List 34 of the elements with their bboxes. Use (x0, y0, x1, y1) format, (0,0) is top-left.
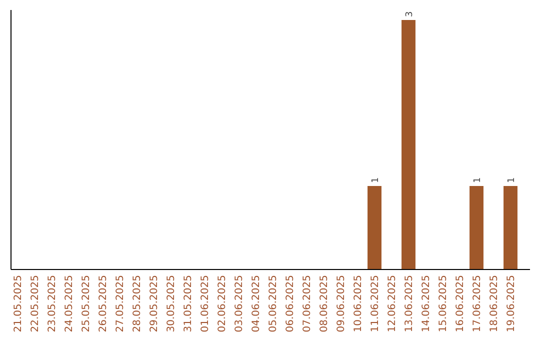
x-tick-label: 12.06.2025 (387, 275, 398, 332)
x-tick-label: 29.05.2025 (149, 275, 160, 332)
x-tick-label: 18.06.2025 (489, 275, 500, 332)
x-tick-label: 22.05.2025 (30, 275, 41, 332)
x-tick-label: 23.05.2025 (47, 275, 58, 332)
x-tick-label: 16.06.2025 (455, 275, 466, 332)
x-tick-label: 31.05.2025 (183, 275, 194, 332)
x-tick-label: 13.06.2025 (404, 275, 415, 332)
x-tick-label: 09.06.2025 (336, 275, 347, 332)
x-tick-label: 01.06.2025 (200, 275, 211, 332)
x-tick-label: 25.05.2025 (81, 275, 92, 332)
x-tick-label: 26.05.2025 (98, 275, 109, 332)
data-label: 1 (507, 177, 517, 183)
x-tick-label: 28.05.2025 (132, 275, 143, 332)
x-tick-label: 30.05.2025 (166, 275, 177, 332)
x-tick-label: 10.06.2025 (353, 275, 364, 332)
x-tick-label: 07.06.2025 (302, 275, 313, 332)
data-label: 1 (473, 177, 483, 183)
x-tick-label: 15.06.2025 (438, 275, 449, 332)
x-tick-label: 06.06.2025 (285, 275, 296, 332)
data-label: 1 (371, 177, 381, 183)
data-label: 3 (405, 11, 415, 17)
x-tick-label: 24.05.2025 (64, 275, 75, 332)
x-tick-label: 19.06.2025 (506, 275, 517, 332)
x-tick-label: 04.06.2025 (251, 275, 262, 332)
x-tick-label: 11.06.2025 (370, 275, 381, 332)
x-tick-label: 02.06.2025 (217, 275, 228, 332)
x-tick-label: 03.06.2025 (234, 275, 245, 332)
x-tick-label: 17.06.2025 (472, 275, 483, 332)
x-tick-label: 14.06.2025 (421, 275, 432, 332)
x-tick-label: 08.06.2025 (319, 275, 330, 332)
x-tick-label: 05.06.2025 (268, 275, 279, 332)
x-tick-label: 21.05.2025 (13, 275, 24, 332)
x-tick-label: 27.05.2025 (115, 275, 126, 332)
